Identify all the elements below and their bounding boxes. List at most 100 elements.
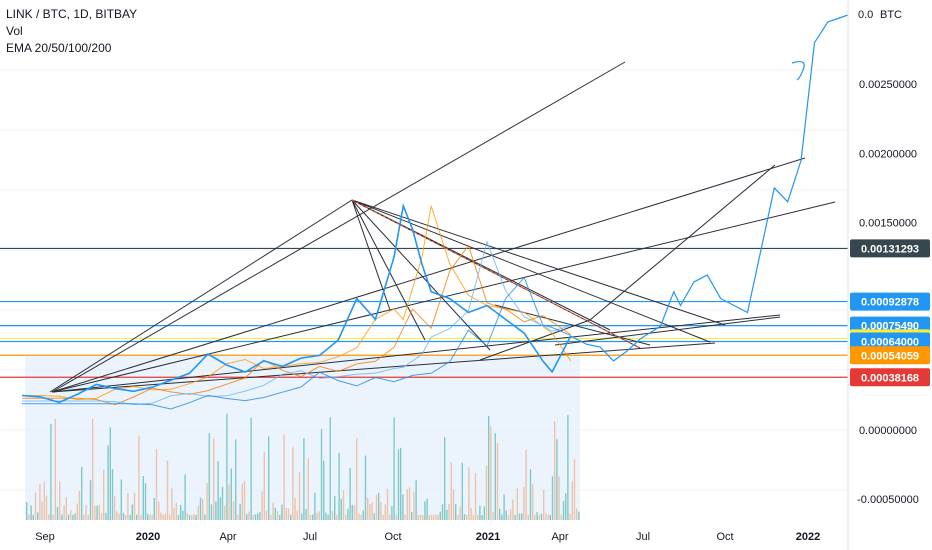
volume-bar (250, 417, 252, 520)
volume-bar (477, 514, 479, 520)
volume-bar (166, 460, 169, 520)
volume-bar (296, 510, 298, 520)
volume-bar (125, 514, 127, 520)
volume-bar (70, 510, 72, 520)
volume-bar (415, 480, 417, 520)
price-level-value: 0.00054059 (861, 350, 919, 362)
volume-bar (184, 474, 186, 520)
volume-bar (254, 514, 257, 520)
volume-bar (287, 508, 290, 520)
volume-bar (510, 508, 512, 520)
volume-bar (369, 504, 371, 520)
volume-bar (158, 501, 160, 520)
volume-bar (382, 515, 384, 520)
volume-bar (56, 506, 59, 520)
trend-line (351, 199, 726, 326)
volume-bar (424, 501, 426, 520)
volume-bar (120, 479, 122, 520)
volume-bar (204, 514, 206, 520)
volume-label: Vol (6, 24, 23, 38)
volume-bar (364, 455, 367, 520)
volume-bar (281, 504, 283, 520)
volume-bar (206, 483, 208, 520)
trend-line (351, 199, 426, 341)
volume-bar (422, 514, 424, 520)
volume-bar (239, 503, 241, 520)
volume-bar (386, 488, 389, 520)
volume-bar (39, 483, 41, 520)
ema-line (22, 240, 571, 406)
volume-bar (305, 508, 307, 520)
volume-bar (461, 462, 463, 520)
volume-bar (573, 459, 576, 520)
volume-bar (327, 514, 329, 520)
volume-bar (325, 512, 327, 520)
volume-bar (48, 514, 50, 520)
volume-bar (391, 506, 393, 520)
volume-bar (417, 514, 419, 520)
volume-bar (345, 514, 347, 520)
volume-bar (457, 514, 459, 520)
y-tick-label: 0.00250000 (859, 79, 917, 91)
volume-bar (356, 437, 358, 520)
volume-bar (558, 476, 560, 520)
volume-bar (78, 490, 81, 520)
volume-bar (202, 498, 204, 520)
volume-bar (428, 514, 430, 520)
volume-bar (193, 514, 195, 520)
volume-bar (571, 481, 573, 520)
volume-bar (543, 489, 545, 520)
volume-bar (527, 514, 529, 520)
volume-bar (32, 514, 34, 520)
volume-bar (261, 491, 263, 520)
y-tick-label: 0.00000000 (859, 425, 917, 437)
volume-bar (169, 514, 171, 520)
volume-bar (426, 498, 428, 520)
volume-bar (373, 513, 375, 520)
volume-bar (111, 469, 114, 520)
volume-bar (338, 452, 340, 520)
volume-bar (430, 514, 433, 520)
volume-bar (435, 514, 437, 520)
volume-bar (268, 436, 270, 520)
ema-line (22, 276, 571, 410)
volume-bar (534, 514, 536, 520)
trend-line (351, 199, 491, 351)
trend-line (589, 164, 776, 321)
x-tick-label: 2022 (796, 531, 820, 543)
annotation-scribble (791, 60, 805, 81)
volume-bar (538, 514, 540, 520)
volume-bar (514, 515, 516, 520)
volume-bar (402, 494, 404, 520)
volume-bar (89, 480, 92, 520)
volume-bar (248, 511, 250, 520)
volume-bar (129, 514, 131, 520)
volume-bar (52, 514, 54, 520)
price-level-value: 0.00038168 (861, 372, 919, 384)
volume-bar (439, 511, 441, 520)
symbol-label: LINK / BTC, 1D, BITBAY (6, 7, 138, 21)
volume-bar (208, 433, 210, 520)
volume-bar (72, 514, 74, 520)
volume-bar (221, 486, 224, 520)
volume-bar (100, 512, 103, 520)
volume-bar (483, 506, 485, 520)
volume-bar (371, 502, 373, 520)
volume-bar (43, 481, 45, 520)
volume-bar (182, 510, 184, 520)
volume-bar (217, 461, 219, 520)
volume-bar (450, 462, 452, 520)
volume-bar (180, 504, 182, 520)
volume-bar (215, 501, 217, 520)
volume-bar (171, 488, 173, 520)
volume-bar (437, 514, 439, 520)
volume-bar (448, 503, 450, 520)
volume-bar (54, 418, 56, 520)
volume-bar (63, 505, 65, 520)
volume-bar (347, 509, 349, 520)
volume-bar (219, 497, 221, 520)
volume-bar (334, 496, 336, 520)
volume-bar (246, 514, 248, 520)
volume-bar (301, 513, 303, 520)
